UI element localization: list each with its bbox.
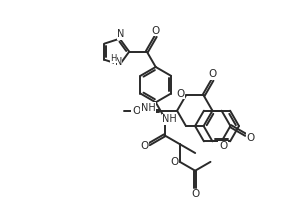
Text: O: O bbox=[247, 133, 255, 143]
Text: O: O bbox=[176, 89, 184, 99]
Text: O: O bbox=[140, 141, 148, 151]
Text: N: N bbox=[115, 57, 122, 67]
Text: N: N bbox=[118, 29, 125, 39]
Text: O: O bbox=[191, 189, 199, 199]
Text: H: H bbox=[110, 54, 117, 63]
Text: NH: NH bbox=[162, 114, 177, 124]
Text: O: O bbox=[219, 141, 227, 151]
Text: O: O bbox=[208, 69, 217, 79]
Text: O: O bbox=[171, 157, 179, 167]
Text: O: O bbox=[152, 26, 160, 36]
Text: O: O bbox=[132, 106, 140, 116]
Text: NH: NH bbox=[141, 103, 155, 113]
